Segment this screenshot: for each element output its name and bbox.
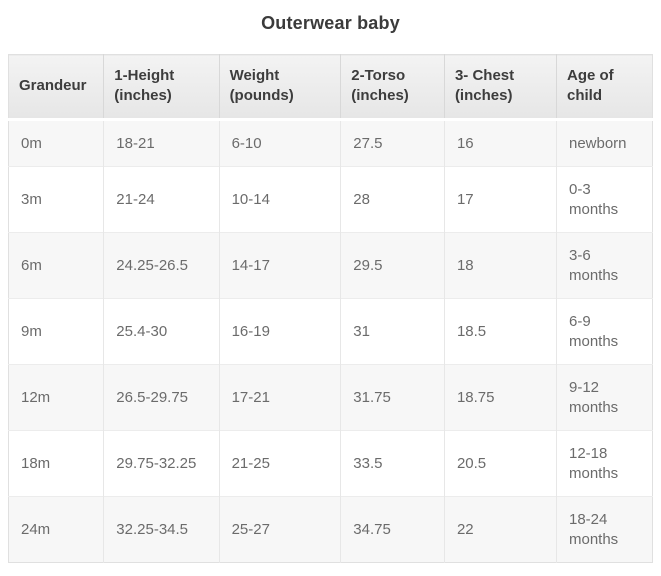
age-cell: 12-18 months <box>556 430 653 497</box>
age-cell: 3-6 months <box>556 232 653 299</box>
weight-cell: 17-21 <box>219 364 342 431</box>
table-body: 0m 18-21 6-10 27.5 16 newborn 3m 21-24 10-14 28 17… <box>8 118 653 563</box>
size-cell: 6m <box>8 232 105 299</box>
page-title: Outerwear baby <box>261 13 400 33</box>
size-cell: 3m <box>8 166 105 233</box>
table-header: Grandeur 1-Height (inches) Weight (pound… <box>8 54 653 121</box>
age-cell: newborn <box>556 118 653 167</box>
column-header-age: Age of child <box>556 54 653 121</box>
height-cell: 32.25-34.5 <box>103 496 220 563</box>
column-header-torso: 2-Torso (inches) <box>340 54 445 121</box>
age-cell: 0-3 months <box>556 166 653 233</box>
size-cell: 9m <box>8 298 105 365</box>
torso-cell: 29.5 <box>340 232 445 299</box>
size-cell: 0m <box>8 118 105 167</box>
size-cell: 12m <box>8 364 105 431</box>
weight-cell: 6-10 <box>219 118 342 167</box>
size-chart-table: Grandeur 1-Height (inches) Weight (pound… <box>8 54 653 563</box>
chest-cell: 20.5 <box>444 430 557 497</box>
size-cell: 18m <box>8 430 105 497</box>
torso-cell: 33.5 <box>340 430 445 497</box>
torso-cell: 31 <box>340 298 445 365</box>
chest-cell: 18.75 <box>444 364 557 431</box>
chest-cell: 18.5 <box>444 298 557 365</box>
table-row: 12m 26.5-29.75 17-21 31.75 18.75 9-12 months <box>8 364 653 431</box>
size-cell: 24m <box>8 496 105 563</box>
torso-cell: 31.75 <box>340 364 445 431</box>
weight-cell: 21-25 <box>219 430 342 497</box>
table-row: 24m 32.25-34.5 25-27 34.75 22 18-24 months <box>8 496 653 563</box>
chest-cell: 17 <box>444 166 557 233</box>
height-cell: 18-21 <box>103 118 220 167</box>
age-cell: 6-9 months <box>556 298 653 365</box>
table-row: 9m 25.4-30 16-19 31 18.5 6-9 months <box>8 298 653 365</box>
weight-cell: 10-14 <box>219 166 342 233</box>
height-cell: 24.25-26.5 <box>103 232 220 299</box>
column-header-height: 1-Height (inches) <box>103 54 220 121</box>
height-cell: 25.4-30 <box>103 298 220 365</box>
height-cell: 29.75-32.25 <box>103 430 220 497</box>
height-cell: 26.5-29.75 <box>103 364 220 431</box>
weight-cell: 16-19 <box>219 298 342 365</box>
torso-cell: 27.5 <box>340 118 445 167</box>
age-cell: 9-12 months <box>556 364 653 431</box>
column-header-grandeur: Grandeur <box>8 54 105 121</box>
chest-cell: 16 <box>444 118 557 167</box>
weight-cell: 25-27 <box>219 496 342 563</box>
table-row: 6m 24.25-26.5 14-17 29.5 18 3-6 months <box>8 232 653 299</box>
age-cell: 18-24 months <box>556 496 653 563</box>
column-header-weight: Weight (pounds) <box>219 54 342 121</box>
table-row: 0m 18-21 6-10 27.5 16 newborn <box>8 118 653 167</box>
column-header-chest: 3- Chest (inches) <box>444 54 557 121</box>
table-row: 3m 21-24 10-14 28 17 0-3 months <box>8 166 653 233</box>
chest-cell: 18 <box>444 232 557 299</box>
height-cell: 21-24 <box>103 166 220 233</box>
weight-cell: 14-17 <box>219 232 342 299</box>
header-row: Grandeur 1-Height (inches) Weight (pound… <box>8 54 653 121</box>
table-row: 18m 29.75-32.25 21-25 33.5 20.5 12-18 months <box>8 430 653 497</box>
torso-cell: 34.75 <box>340 496 445 563</box>
chest-cell: 22 <box>444 496 557 563</box>
torso-cell: 28 <box>340 166 445 233</box>
